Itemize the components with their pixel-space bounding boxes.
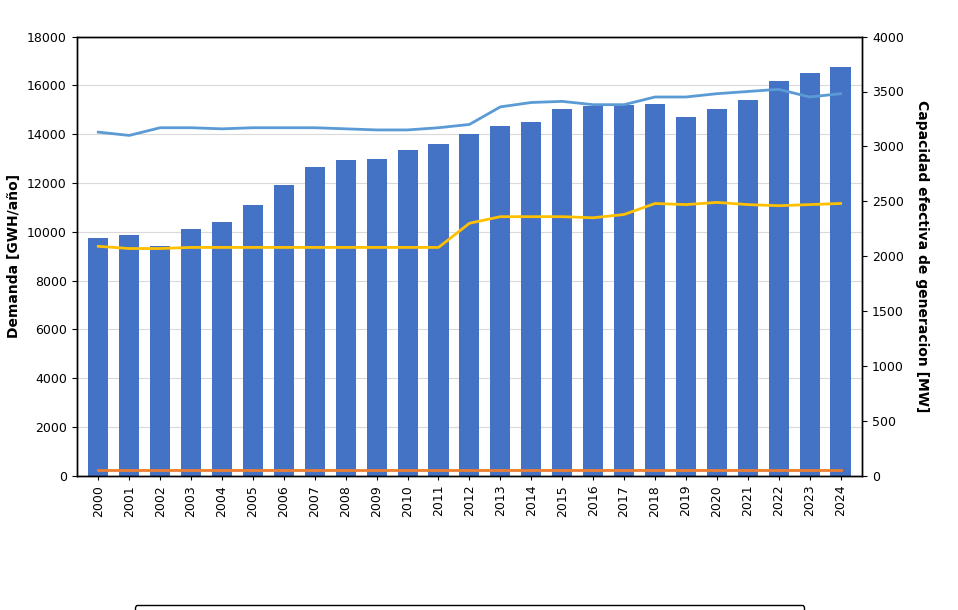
Bar	[305, 167, 325, 476]
Bar	[831, 67, 851, 476]
Y-axis label: Demanda [GWH/año]: Demanda [GWH/año]	[8, 174, 21, 339]
Bar	[150, 246, 171, 476]
Bar	[119, 235, 139, 476]
Bar	[552, 109, 572, 476]
Bar	[88, 238, 108, 476]
Bar	[367, 159, 387, 476]
Y-axis label: Capacidad efectiva de generacion [MW]: Capacidad efectiva de generacion [MW]	[915, 100, 929, 412]
Bar	[800, 73, 820, 476]
Bar	[335, 160, 355, 476]
Bar	[614, 105, 634, 476]
Bar	[274, 185, 294, 476]
Bar	[645, 104, 665, 476]
Bar	[460, 134, 479, 476]
Bar	[490, 126, 511, 476]
Bar	[521, 122, 541, 476]
Bar	[738, 100, 758, 476]
Bar	[212, 222, 232, 476]
Bar	[768, 81, 788, 476]
Bar	[675, 117, 696, 476]
Bar	[398, 150, 418, 476]
Bar	[707, 109, 727, 476]
Bar	[428, 144, 448, 476]
Bar	[181, 229, 201, 476]
Bar	[243, 205, 263, 476]
Legend: Demanda GWh/año, Capacidad de Generación Bogotá [MW], Capacidad de Generación Cu: Demanda GWh/año, Capacidad de Generación…	[135, 605, 804, 610]
Bar	[583, 106, 604, 476]
